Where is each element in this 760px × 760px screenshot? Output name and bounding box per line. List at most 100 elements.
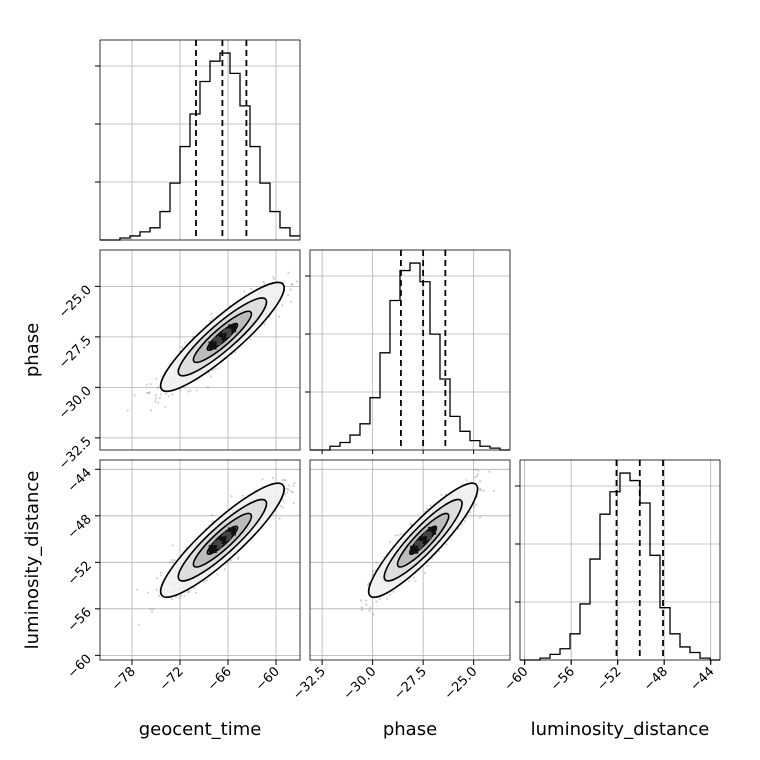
sample-point — [216, 573, 219, 576]
sample-point — [211, 317, 214, 320]
x-tick-label: −27.5 — [391, 664, 430, 703]
sample-point — [468, 511, 472, 514]
sample-point — [278, 517, 281, 520]
sample-point — [236, 557, 239, 561]
sample-point — [203, 580, 206, 583]
sample-point — [152, 607, 155, 611]
sample-point — [286, 491, 289, 494]
sample-point — [281, 506, 284, 509]
sample-point — [371, 570, 374, 573]
sample-point — [234, 351, 237, 354]
scatter-panel-luminosity_distance-vs-geocent_time — [99, 459, 301, 661]
sample-point — [137, 623, 140, 627]
sample-point — [477, 473, 480, 476]
x-tick-label: −30.0 — [341, 664, 380, 703]
y-tick-label: −27.5 — [56, 333, 95, 372]
sample-point — [145, 391, 148, 395]
sample-point — [463, 520, 467, 523]
sample-point — [414, 579, 417, 583]
x-tick-label: −60 — [253, 664, 283, 694]
sample-point — [216, 367, 219, 370]
sample-point — [293, 482, 296, 485]
sample-point — [517, 459, 519, 461]
sample-point — [164, 405, 167, 408]
sample-point — [372, 613, 375, 616]
sample-point — [389, 594, 392, 597]
y-tick-label: −32.5 — [56, 434, 95, 473]
sample-point — [263, 282, 266, 285]
y-tick-label: −30.0 — [56, 384, 95, 423]
sample-point — [289, 300, 293, 303]
sample-point — [397, 533, 400, 537]
sample-point — [171, 393, 174, 396]
sample-point — [192, 586, 196, 589]
sample-point — [292, 501, 295, 505]
panel-background — [520, 460, 720, 660]
sample-point — [186, 390, 190, 393]
histogram-step — [520, 472, 720, 661]
sample-point — [159, 393, 163, 396]
sample-point — [375, 600, 378, 603]
sample-point — [133, 394, 136, 397]
sample-point — [366, 583, 370, 586]
sample-point — [261, 478, 264, 481]
sample-point — [287, 271, 290, 274]
sample-point — [243, 290, 246, 293]
y-tick-label: −56 — [65, 605, 95, 635]
sample-point — [210, 514, 214, 517]
sample-point — [164, 392, 168, 396]
y-axis-label: phase — [22, 323, 43, 377]
sample-point — [205, 579, 209, 582]
sample-point — [426, 564, 429, 567]
sample-point — [150, 409, 153, 412]
density-cell — [419, 536, 428, 545]
sample-point — [206, 386, 210, 389]
x-tick-label: −48 — [641, 664, 671, 694]
sample-point — [157, 401, 160, 404]
sample-point — [149, 607, 152, 611]
density-cell — [228, 324, 237, 333]
sample-point — [289, 288, 292, 291]
sample-point — [474, 468, 477, 471]
sample-point — [429, 504, 432, 507]
sample-point — [150, 611, 154, 614]
y-tick-label: −25.0 — [56, 283, 95, 322]
density-cell — [218, 536, 227, 545]
sample-point — [169, 561, 172, 564]
x-tick-label: −32.5 — [290, 664, 329, 703]
sample-point — [474, 476, 477, 479]
sample-point — [147, 391, 151, 394]
sample-point — [187, 590, 191, 593]
sample-point — [181, 345, 184, 349]
sample-point — [492, 489, 496, 493]
sample-point — [392, 590, 395, 594]
sample-point — [173, 559, 176, 562]
sample-point — [408, 579, 411, 583]
sample-point — [126, 409, 129, 412]
sample-point — [230, 495, 233, 498]
sample-point — [423, 571, 426, 575]
sample-point — [167, 395, 170, 398]
sample-point — [155, 588, 158, 591]
panel-frame — [99, 39, 301, 241]
sample-point — [158, 396, 162, 400]
sample-point — [287, 484, 290, 487]
sample-point — [368, 609, 371, 612]
sample-point — [475, 503, 478, 506]
sample-point — [296, 280, 299, 283]
y-tick-label: −48 — [65, 512, 95, 542]
sample-point — [478, 488, 482, 491]
sample-point — [249, 337, 252, 340]
sample-point — [160, 574, 163, 577]
panel-frame — [309, 249, 511, 451]
x-tick-label: −78 — [109, 664, 139, 694]
sample-point — [465, 478, 468, 482]
sample-point — [170, 558, 173, 562]
sample-point — [179, 389, 182, 392]
sample-point — [158, 594, 161, 598]
sample-point — [360, 608, 363, 612]
y-tick-label: −52 — [65, 559, 95, 589]
sample-point — [301, 265, 303, 267]
density-cell — [227, 527, 236, 536]
sample-point — [262, 280, 265, 284]
